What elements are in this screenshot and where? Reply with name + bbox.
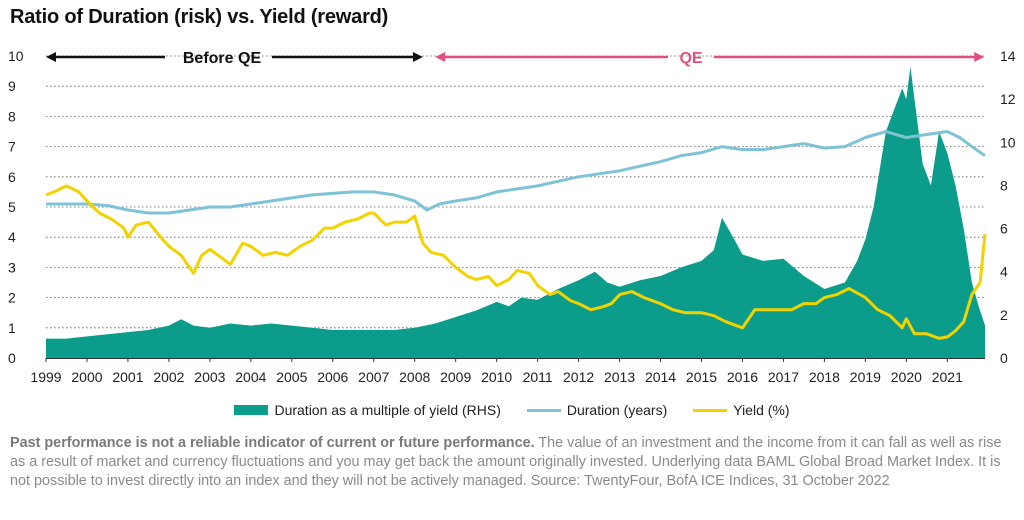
x-tick-label: 2003 [194, 369, 225, 385]
footnote-text: The value of an investment and the incom… [10, 435, 1002, 489]
y-left-tick-label: 10 [8, 48, 24, 64]
x-tick-label: 2018 [809, 369, 840, 385]
x-tick-label: 2012 [563, 369, 594, 385]
chart-title: Ratio of Duration (risk) vs. Yield (rewa… [10, 6, 389, 28]
legend-label-yield: Yield (%) [733, 402, 790, 418]
legend-swatch-duration [526, 408, 561, 412]
x-tick-label: 2000 [71, 369, 102, 385]
before-qe-arrowhead-right [412, 52, 423, 62]
y-left-tick-label: 5 [8, 199, 16, 215]
x-tick-label: 2013 [604, 369, 635, 385]
y-right-tick-label: 4 [1000, 264, 1008, 280]
annotation-layer: Before QE QE [46, 50, 985, 67]
before-qe-arrowhead-left [46, 52, 56, 62]
legend: Duration as a multiple of yield (RHS) Du… [0, 400, 1024, 420]
qe-arrowhead-left [435, 52, 446, 62]
y-left-tick-label: 7 [8, 139, 16, 155]
x-tick-label: 2011 [523, 369, 553, 385]
x-tick-label: 2017 [768, 369, 799, 385]
y-right-tick-label: 8 [1000, 177, 1008, 193]
x-tick-label: 1999 [30, 369, 61, 385]
x-tick-label: 2021 [932, 369, 963, 385]
legend-swatch-yield [693, 408, 728, 412]
x-tick-label: 2002 [153, 369, 184, 385]
y-right-tick-label: 12 [1000, 91, 1016, 107]
x-tick-label: 2001 [112, 369, 143, 385]
y-left-tick-label: 6 [8, 169, 16, 185]
legend-label-ratio: Duration as a multiple of yield (RHS) [274, 402, 501, 418]
qe-label: QE [679, 50, 702, 67]
legend-label-duration: Duration (years) [566, 402, 668, 418]
y-left-tick-label: 9 [8, 78, 16, 94]
x-tick-label: 2007 [358, 369, 389, 385]
x-tick-label: 2019 [850, 369, 881, 385]
x-tick-label: 2010 [481, 369, 512, 385]
y-right-tick-label: 0 [1000, 350, 1008, 366]
x-tick-label: 2020 [891, 369, 922, 385]
x-tick-label: 2005 [276, 369, 307, 385]
legend-swatch-ratio [234, 405, 269, 415]
x-tick-label: 2014 [645, 369, 676, 385]
footnote-bold: Past performance is not a reliable indic… [10, 435, 535, 451]
x-tick-label: 2004 [235, 369, 266, 385]
y-right-tick-label: 10 [1000, 134, 1016, 150]
ratio-area [46, 66, 985, 359]
qe-arrowhead-right [974, 52, 985, 62]
yield-line [45, 184, 987, 340]
x-tick-label: 2009 [440, 369, 471, 385]
x-tick-label: 2016 [727, 369, 758, 385]
y-left-tick-label: 1 [8, 320, 16, 336]
y-left-tick-label: 8 [8, 108, 16, 124]
legend-item-yield: Yield (%) [693, 402, 790, 418]
y-left-tick-label: 2 [8, 290, 16, 306]
y-right-tick-label: 14 [1000, 48, 1016, 64]
legend-item-ratio: Duration as a multiple of yield (RHS) [234, 402, 501, 418]
x-tick-label: 2008 [399, 369, 430, 385]
x-tick-label: 2006 [317, 369, 348, 385]
ratio-area-layer [46, 66, 985, 359]
y-left-tick-label: 0 [8, 350, 16, 366]
duration-line [46, 130, 986, 215]
y-right-tick-label: 2 [1000, 307, 1008, 323]
y-right-tick-label: 6 [1000, 221, 1008, 237]
line-layer [45, 130, 987, 340]
legend-item-duration: Duration (years) [526, 402, 668, 418]
footnote: Past performance is not a reliable indic… [10, 434, 1015, 491]
x-tick-label: 2015 [686, 369, 717, 385]
y-left-tick-label: 3 [8, 259, 16, 275]
before-qe-label: Before QE [183, 50, 262, 67]
y-left-tick-label: 4 [8, 229, 16, 245]
